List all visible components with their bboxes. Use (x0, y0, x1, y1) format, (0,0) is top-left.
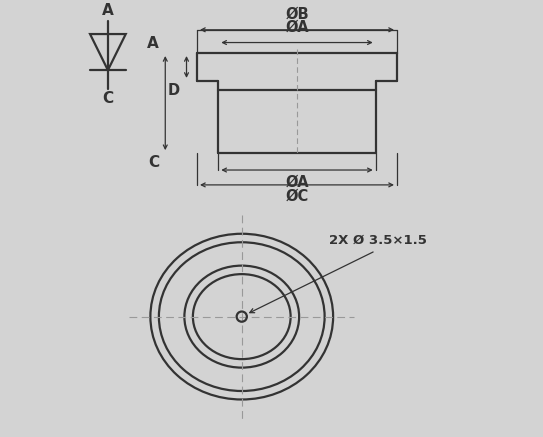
Text: C: C (102, 91, 113, 106)
Text: 2X Ø 3.5×1.5: 2X Ø 3.5×1.5 (329, 233, 427, 246)
Text: ØA: ØA (285, 20, 309, 35)
Text: C: C (148, 155, 159, 170)
Text: ØB: ØB (285, 7, 309, 22)
Text: D: D (168, 83, 180, 98)
Text: ØC: ØC (286, 189, 308, 204)
Text: A: A (102, 3, 114, 18)
Text: ØA: ØA (285, 174, 309, 189)
Text: A: A (147, 36, 159, 51)
